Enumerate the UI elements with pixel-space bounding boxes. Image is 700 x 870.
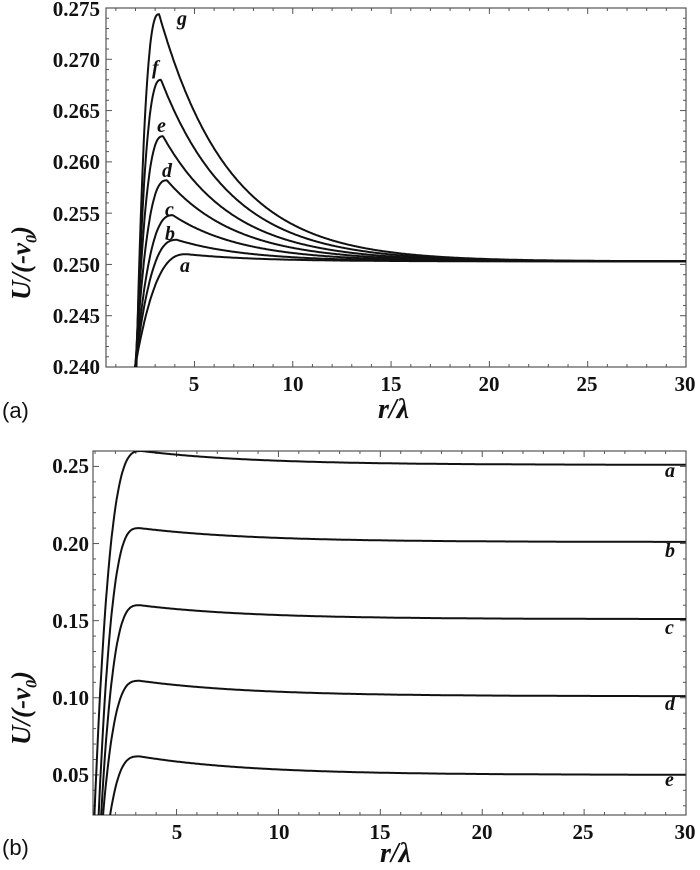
y-tick-b-1: 0.20 (52, 532, 89, 556)
x-tick-a-10: 10 (282, 372, 304, 396)
y-axis-title-b-main: U/(-v (6, 688, 36, 745)
plot-area-a (105, 7, 687, 368)
curve-label-b-d: d (665, 693, 675, 715)
y-tick-a-7: 0.240 (52, 355, 100, 379)
curve-label-b-c: c (665, 617, 674, 639)
chart-panel-a: 0.275 0.270 0.265 0.260 0.255 0.250 0.24… (2, 0, 696, 425)
x-tick-a-30: 30 (674, 372, 696, 396)
curve-label-a-a: a (180, 255, 190, 277)
y-axis-title-b-sub: 0 (23, 680, 41, 689)
y-tick-a-0: 0.275 (52, 0, 100, 21)
x-tick-b-25: 25 (572, 820, 594, 844)
y-tick-a-3: 0.260 (52, 150, 100, 174)
y-tick-b-3: 0.10 (52, 686, 89, 710)
curve-label-a-e: e (157, 115, 166, 137)
x-tick-b-5: 5 (171, 820, 183, 844)
y-axis-title-b: U/(-v0) (6, 671, 41, 745)
panel-label-a: (a) (2, 398, 29, 423)
x-axis-title-b: r/λ (380, 838, 412, 869)
y-axis-title-b-end: ) (6, 671, 36, 681)
curve-label-a-d: d (162, 160, 172, 182)
x-axis-title-a: r/λ (378, 394, 410, 425)
curve-label-b-b: b (665, 540, 675, 562)
y-tick-a-1: 0.270 (52, 48, 100, 72)
y-tick-b-0: 0.25 (52, 454, 89, 478)
y-tick-a-6: 0.245 (52, 304, 100, 328)
curve-label-a-g: g (177, 8, 187, 30)
panel-label-b: (b) (2, 835, 29, 860)
curve-label-b-e: e (665, 769, 674, 791)
x-tick-a-15: 15 (380, 372, 402, 396)
y-tick-a-2: 0.265 (52, 99, 100, 123)
y-tick-b-2: 0.15 (52, 609, 89, 633)
x-tick-b-20: 20 (471, 820, 493, 844)
curve-label-a-c: c (165, 199, 174, 221)
y-tick-a-4: 0.255 (52, 202, 100, 226)
x-tick-b-10: 10 (268, 820, 290, 844)
x-tick-b-15: 15 (369, 820, 391, 844)
curve-label-b-a: a (665, 460, 675, 482)
x-tick-a-25: 25 (576, 372, 598, 396)
x-tick-b-30: 30 (674, 820, 696, 844)
curve-label-a-b: b (165, 223, 175, 245)
y-tick-a-5: 0.250 (52, 253, 100, 277)
x-tick-a-20: 20 (478, 372, 500, 396)
curve-label-a-f: f (152, 57, 159, 79)
y-tick-b-4: 0.05 (52, 763, 89, 787)
x-tick-a-5: 5 (188, 372, 200, 396)
